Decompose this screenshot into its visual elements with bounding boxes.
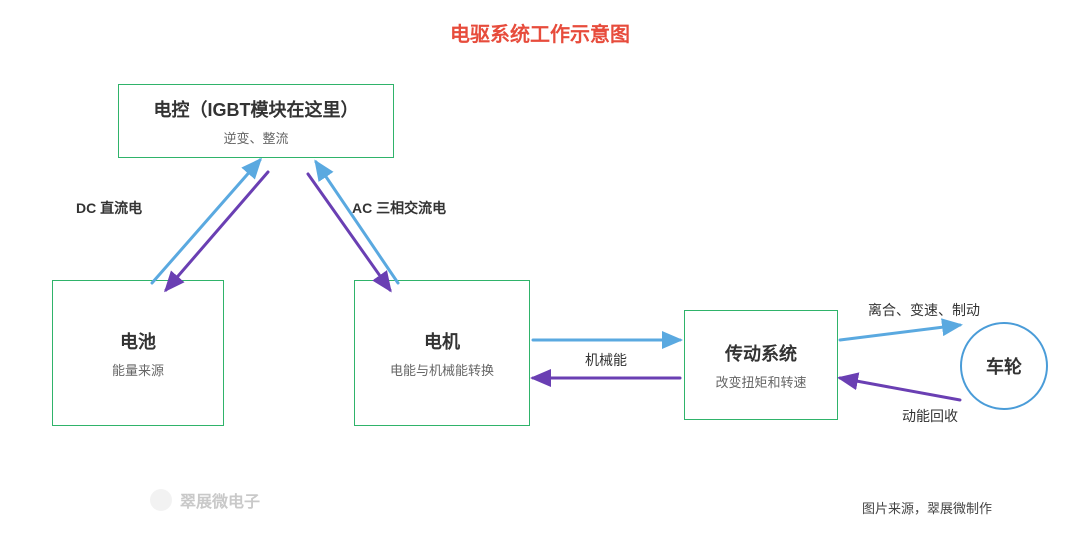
watermark-icon bbox=[150, 489, 172, 511]
node-controller-sub: 逆变、整流 bbox=[223, 128, 288, 147]
edge-label-ac: AC 三相交流电 bbox=[352, 198, 446, 218]
node-battery-label: 电池 bbox=[120, 328, 156, 354]
watermark: 翠展微电子 bbox=[150, 488, 260, 512]
node-transmission-label: 传动系统 bbox=[725, 340, 797, 366]
node-wheel-label: 车轮 bbox=[986, 353, 1022, 379]
source-note: 图片来源，翠展微制作 bbox=[862, 498, 992, 517]
node-battery: 电池 能量来源 bbox=[52, 280, 224, 426]
node-motor: 电机 电能与机械能转换 bbox=[354, 280, 530, 426]
edge-label-mech: 机械能 bbox=[585, 350, 627, 370]
edge-ac_blue bbox=[316, 162, 398, 283]
node-transmission-sub: 改变扭矩和转速 bbox=[715, 372, 806, 391]
edge-wheel_blue bbox=[840, 325, 960, 340]
node-transmission: 传动系统 改变扭矩和转速 bbox=[684, 310, 838, 420]
diagram-title: 电驱系统工作示意图 bbox=[0, 18, 1080, 47]
arrows-layer bbox=[0, 0, 1080, 548]
node-motor-sub: 电能与机械能转换 bbox=[390, 360, 494, 379]
node-wheel: 车轮 bbox=[960, 322, 1048, 410]
edge-wheel_purple bbox=[840, 378, 960, 400]
node-motor-label: 电机 bbox=[424, 328, 460, 354]
node-controller: 电控（IGBT模块在这里） 逆变、整流 bbox=[118, 84, 394, 158]
edge-label-dc: DC 直流电 bbox=[76, 198, 142, 218]
edge-dc_blue bbox=[152, 160, 260, 283]
edge-label-regen: 动能回收 bbox=[902, 406, 958, 426]
edge-dc_purple bbox=[166, 172, 268, 290]
edge-ac_purple bbox=[308, 174, 390, 290]
node-battery-sub: 能量来源 bbox=[112, 360, 164, 379]
edge-label-clutch: 离合、变速、制动 bbox=[868, 300, 980, 320]
node-controller-label: 电控（IGBT模块在这里） bbox=[154, 96, 359, 122]
watermark-text: 翠展微电子 bbox=[180, 488, 260, 512]
